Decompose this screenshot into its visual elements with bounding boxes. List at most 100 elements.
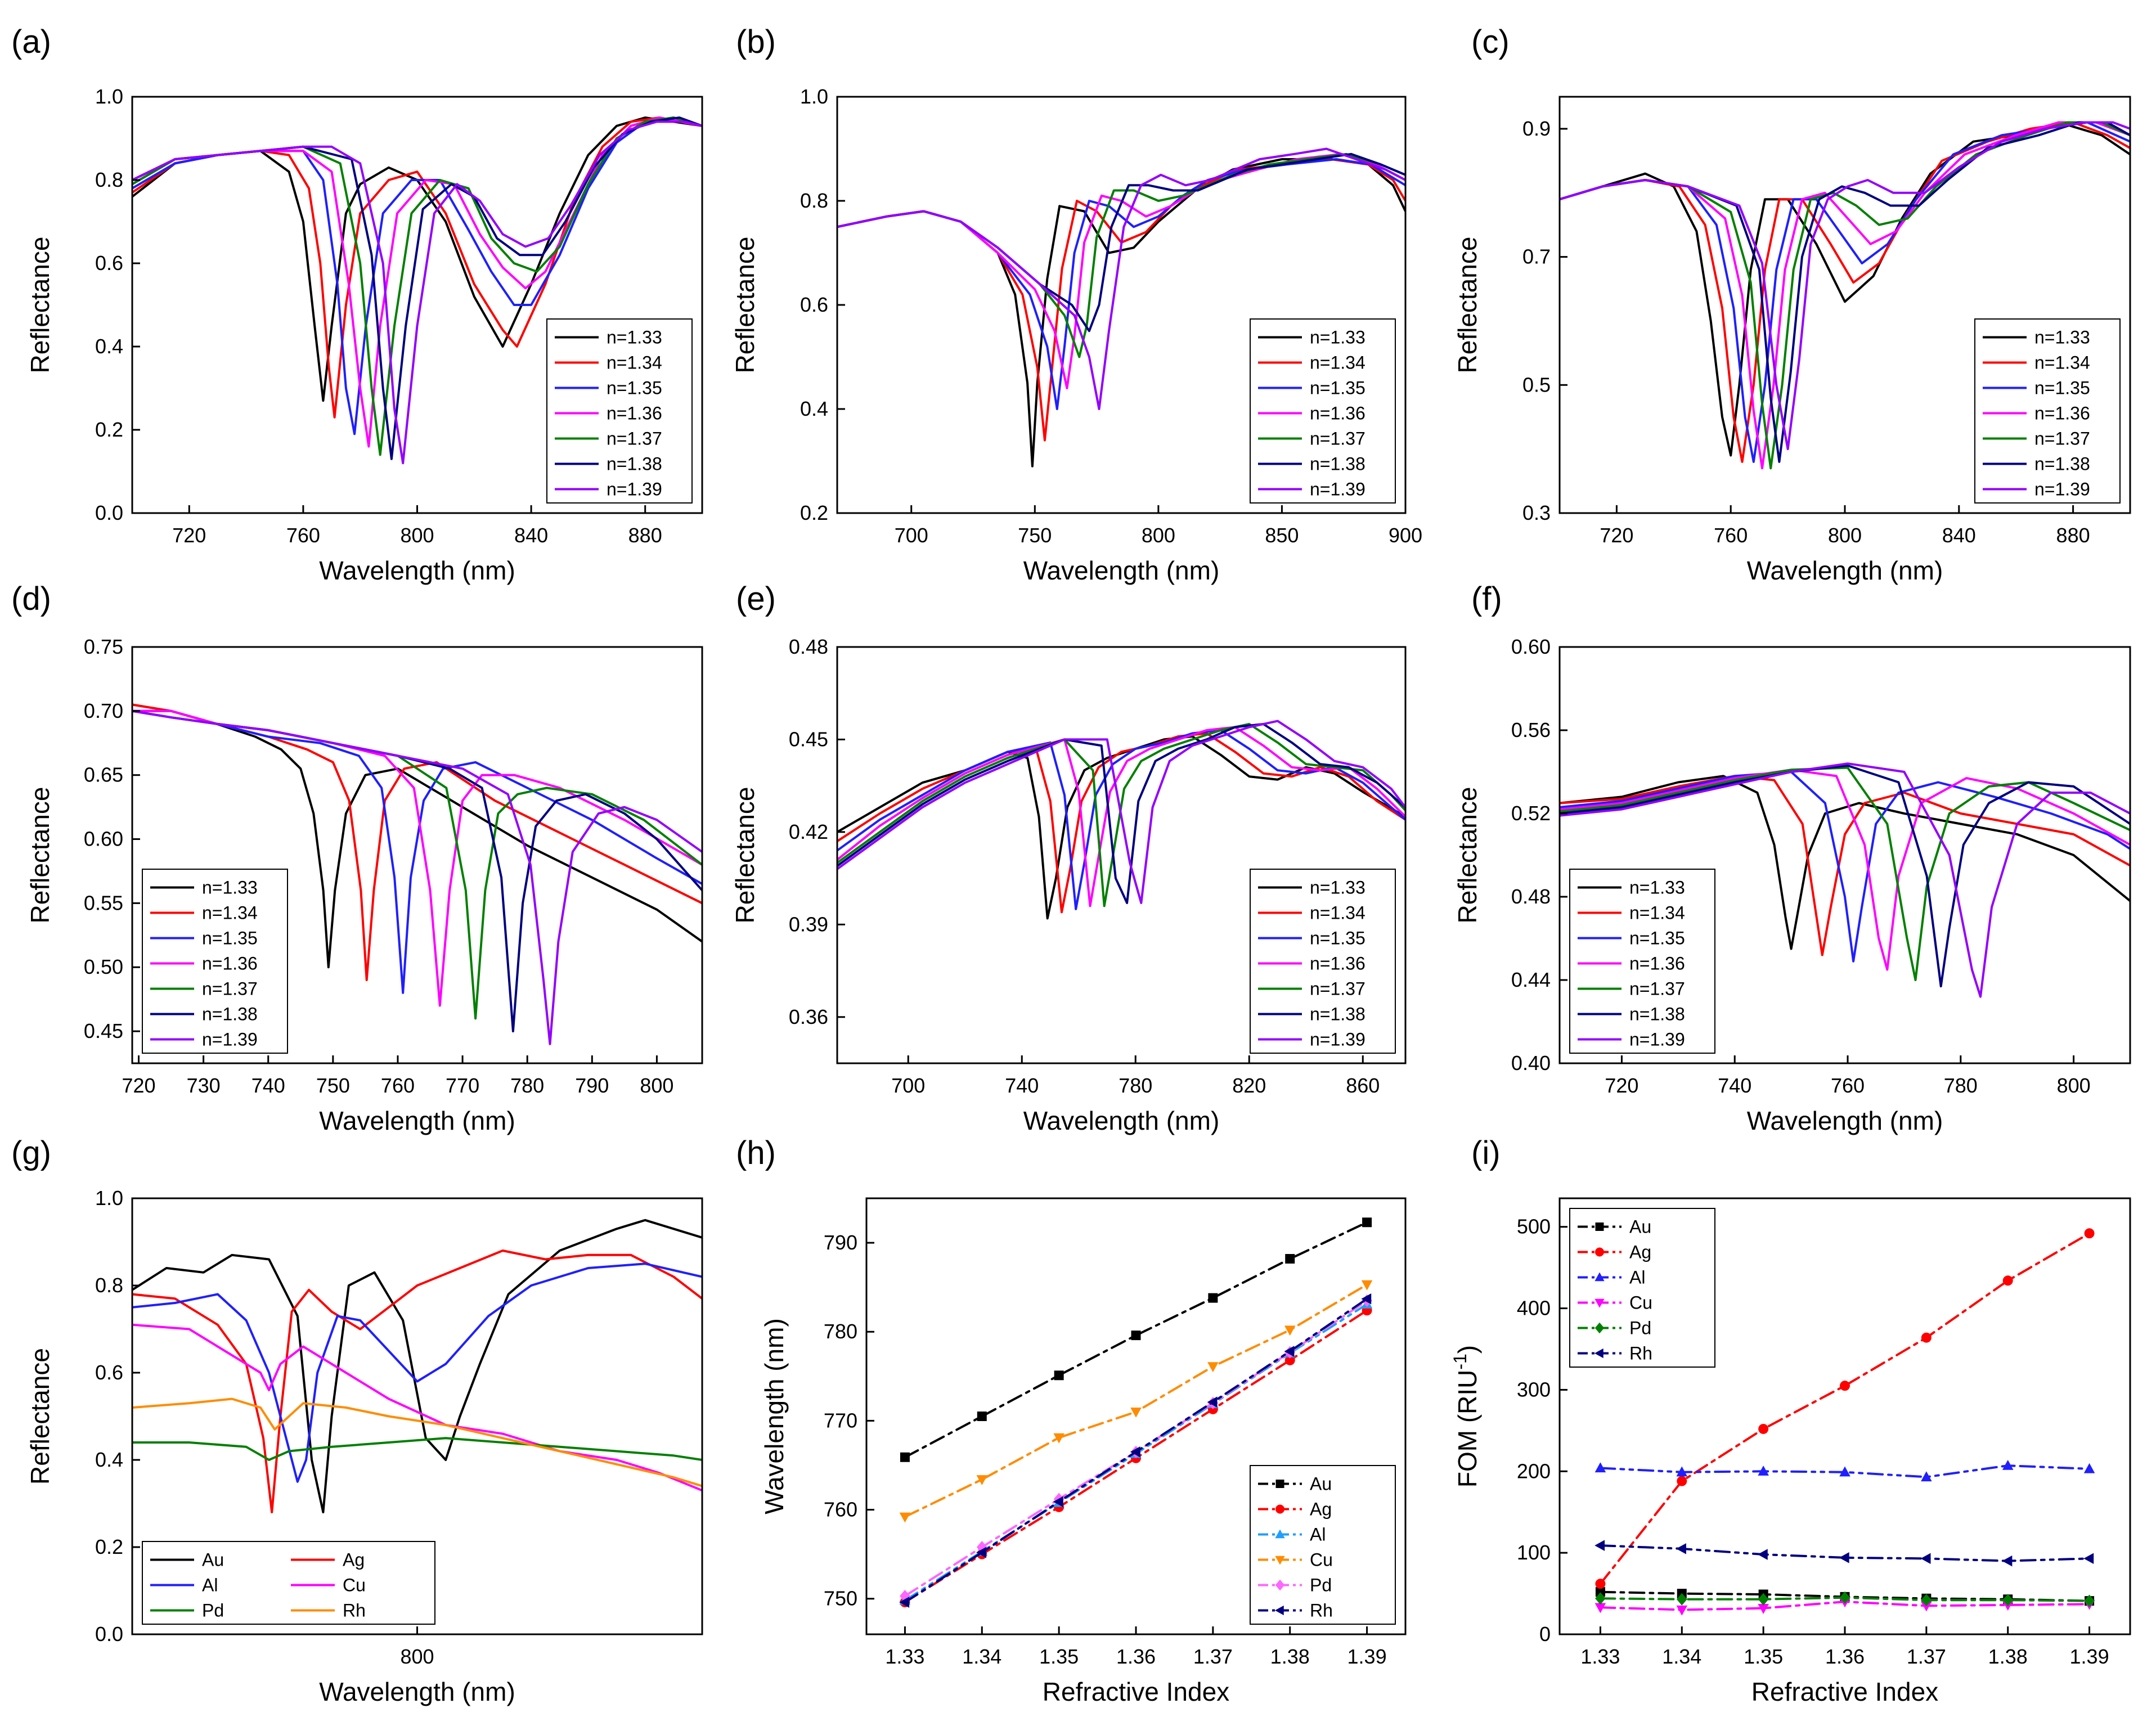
data-point-pd-6 [2084,1594,2095,1607]
y-tick-label: 0.36 [789,1005,828,1028]
y-tick-label: 0.2 [95,1535,123,1558]
x-axis-title: Wavelength (nm) [319,1677,515,1706]
legend-marker-ag [1595,1247,1604,1257]
x-tick-label: 1.33 [885,1645,924,1668]
y-tick-label: 0.0 [95,1622,123,1646]
legend-label-n-1-36: n=1.36 [1310,954,1366,974]
x-tick-label: 720 [1605,1074,1638,1097]
y-tick-label: 0.8 [800,189,828,212]
y-tick-label: 0.3 [1522,501,1551,524]
legend-label-n-1-39: n=1.39 [1629,1030,1685,1050]
legend: n=1.33 n=1.34 n=1.35 n=1.36 n=1.37 n=1.38 n=1.… [546,318,693,504]
legend-label-n-1-34: n=1.34 [1629,903,1685,923]
x-axis-title: Wavelength (nm) [319,556,515,585]
x-tick-label: 1.37 [1193,1645,1233,1668]
legend-label-ag: Ag [343,1550,365,1570]
y-tick-label: 0.2 [95,418,123,441]
x-tick-label: 700 [891,1074,925,1097]
x-axis-title: Wavelength (nm) [1023,556,1220,585]
legend-label-n-1-38: n=1.38 [2034,454,2090,474]
data-point-pd-2 [1758,1593,1769,1606]
y-tick-label: 0.60 [1511,635,1551,658]
y-tick-label: 770 [824,1409,857,1432]
data-point-cu-6 [1361,1280,1373,1291]
x-tick-label: 1.35 [1744,1645,1783,1668]
y-tick-label: 0.9 [1522,117,1551,140]
legend-label-al: Al [202,1575,218,1595]
y-tick-label: 0.56 [1511,718,1551,741]
data-point-pd-4 [1921,1594,1932,1607]
data-point-al-5 [2002,1459,2014,1470]
data-point-rh-3 [1130,1446,1140,1458]
panel-label: (f) [1471,581,1502,617]
y-tick-label: 0.8 [95,1274,123,1297]
plot-area [899,1217,1373,1608]
x-tick-label: 1.36 [1825,1645,1865,1668]
y-tick-label: 0.4 [800,397,828,420]
data-point-al-6 [2083,1463,2095,1473]
x-tick-label: 880 [628,524,662,547]
y-tick-label: 0.4 [95,335,123,358]
data-point-au-3 [1131,1331,1141,1341]
y-tick-label: 300 [1517,1378,1551,1401]
panel-a: (a) 720 760 800 840 880 0.0 0.2 0.4 0.6 0.8 1.0 Wave… [11,24,703,585]
plot-area [1560,121,2130,470]
y-tick-label: 750 [824,1587,857,1610]
legend-label-n-1-33: n=1.33 [202,878,258,898]
legend-label-al: Al [1310,1525,1326,1545]
y-tick-label: 1.0 [95,1186,123,1210]
series-line-n-1-39 [837,720,1405,904]
plot-area [132,703,702,1045]
legend-label-al: Al [1629,1267,1645,1288]
x-axis-title: Refractive Index [1043,1677,1229,1706]
legend-box [1250,318,1396,504]
legend-label-pd: Pd [1310,1575,1332,1595]
data-point-cu-3 [1130,1407,1142,1418]
y-tick-label: 0 [1539,1622,1551,1646]
x-tick-label: 760 [1831,1074,1865,1097]
data-point-al-3 [1839,1466,1850,1477]
legend-box [1569,869,1715,1054]
x-tick-label: 820 [1232,1074,1266,1097]
panel-label: (c) [1471,24,1510,60]
legend-label-n-1-37: n=1.37 [1310,979,1366,999]
data-point-al-4 [1921,1471,1932,1482]
legend-label-n-1-37: n=1.37 [1310,429,1366,449]
x-tick-label: 1.38 [1270,1645,1310,1668]
data-point-rh-3 [1839,1552,1849,1563]
y-tick-label: 200 [1517,1459,1551,1482]
axes-frame [836,646,1407,1064]
legend-label-rh: Rh [1310,1601,1333,1621]
legend-label-n-1-39: n=1.39 [1310,1030,1366,1050]
y-tick-label: 0.55 [84,891,123,914]
legend: n=1.33 n=1.34 n=1.35 n=1.36 n=1.37 n=1.38 n=1.… [1569,869,1715,1054]
x-tick-label: 720 [172,524,206,547]
series-line-n-1-35 [1560,771,2130,963]
legend-label-n-1-35: n=1.35 [1629,928,1685,949]
x-tick-label: 720 [1600,524,1633,547]
panel-label: (g) [11,1135,51,1171]
y-tick-label: 0.7 [1522,245,1551,268]
panel-label: (b) [736,24,776,60]
panel-f: (f) 720 740 760 780 800 0.40 0.44 0.48 0.52 0.56 0.… [1453,581,2131,1135]
legend-label-n-1-37: n=1.37 [2034,429,2090,449]
y-tick-label: 0.6 [800,293,828,316]
legend-label-n-1-35: n=1.35 [1310,928,1366,949]
legend-marker-pd [1275,1579,1285,1591]
legend-box [1250,869,1396,1054]
data-point-ag-1 [1677,1476,1687,1486]
data-point-cu-0 [899,1512,911,1523]
plot-area [837,147,1405,468]
x-tick-label: 740 [1005,1074,1039,1097]
plot-area [837,720,1405,920]
y-tick-label: 0.45 [789,727,828,750]
legend-marker-al [1275,1529,1285,1539]
series-line-n-1-39 [837,147,1405,410]
data-point-rh-1 [1676,1543,1686,1554]
x-tick-label: 1.39 [1348,1645,1387,1668]
legend-box [142,1541,435,1625]
legend-label-n-1-33: n=1.33 [1310,878,1366,898]
series-line-cu [132,1323,702,1492]
x-tick-label: 800 [2057,1074,2091,1097]
plot-area [132,1219,702,1513]
